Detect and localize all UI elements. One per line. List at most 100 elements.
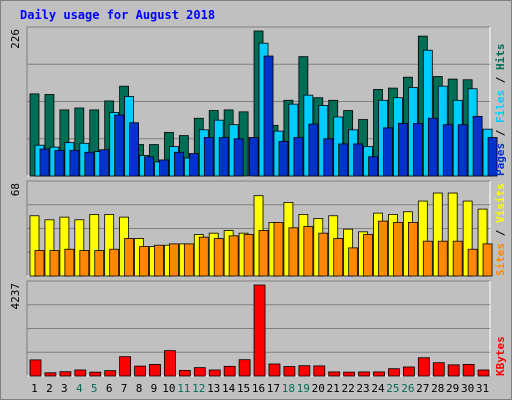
x-tick-label: 29: [446, 382, 459, 395]
x-tick-label: 21: [327, 382, 340, 395]
bar: [432, 362, 445, 377]
x-tick-label: 18: [282, 382, 295, 395]
bar: [223, 365, 236, 377]
bar: [457, 124, 468, 177]
x-tick-label: 7: [121, 382, 128, 395]
bar: [109, 248, 120, 277]
series-visits: [29, 192, 488, 277]
y-axis-legend: KBytes: [494, 336, 507, 376]
bar: [402, 366, 415, 377]
bar: [283, 366, 296, 377]
x-tick-label: 11: [177, 382, 190, 395]
bar: [477, 369, 490, 377]
bar: [447, 192, 458, 277]
bar: [452, 240, 463, 277]
x-tick-label: 19: [297, 382, 310, 395]
bar: [74, 219, 85, 277]
bar: [59, 371, 72, 377]
bar: [159, 159, 169, 177]
bar: [258, 230, 269, 277]
bar: [348, 247, 359, 277]
bar: [174, 151, 184, 177]
bar: [288, 227, 299, 277]
bar: [134, 365, 146, 377]
bar: [124, 238, 135, 277]
bar: [328, 371, 341, 377]
bar: [472, 115, 483, 177]
x-tick-label: 6: [106, 382, 113, 395]
bar: [149, 364, 161, 377]
bar: [308, 123, 319, 177]
x-tick-label: 14: [222, 382, 236, 395]
legend-entry: Sites: [494, 243, 507, 276]
x-tick-label: 4: [76, 382, 83, 395]
x-tick-label: 5: [91, 382, 98, 395]
bar: [407, 222, 418, 277]
bar: [34, 250, 45, 277]
bar: [238, 359, 251, 377]
panel-0: 226 Pages / Files / Hits: [9, 26, 507, 177]
bar: [388, 368, 400, 377]
bar: [447, 364, 460, 377]
bar: [79, 250, 90, 277]
bar: [74, 369, 87, 377]
panel-1: 68 Sites / Visits: [9, 180, 507, 277]
series-pages: [39, 55, 498, 177]
bar: [432, 192, 443, 277]
bar: [114, 114, 125, 177]
bar: [213, 238, 224, 277]
bar: [248, 137, 259, 177]
x-tick-label: 27: [416, 382, 429, 395]
legend-entry: Files: [494, 90, 507, 123]
legend-separator: /: [494, 123, 507, 143]
bar: [268, 363, 281, 377]
y-axis-legend: Pages / Files / Hits: [494, 44, 507, 177]
bar: [164, 350, 176, 377]
x-tick-label: 12: [192, 382, 205, 395]
series-sites: [34, 220, 493, 277]
bar: [278, 140, 289, 177]
bar: [44, 372, 57, 377]
x-tick-label: 22: [341, 382, 354, 395]
bar: [477, 208, 488, 277]
bar: [218, 137, 229, 177]
bar: [49, 250, 60, 277]
bar: [54, 149, 65, 177]
bar: [29, 93, 40, 177]
x-tick-label: 9: [151, 382, 158, 395]
bar: [119, 356, 132, 377]
bar: [373, 371, 385, 377]
x-tick-label: 31: [476, 382, 489, 395]
y-max-label: 226: [9, 29, 22, 49]
bar: [293, 137, 304, 177]
bar: [183, 243, 194, 277]
x-tick-label: 15: [237, 382, 250, 395]
bar: [208, 369, 221, 377]
x-tick-label: 3: [61, 382, 68, 395]
bar: [198, 236, 209, 277]
legend-separator: /: [494, 70, 507, 90]
bar: [94, 250, 105, 277]
bar: [393, 222, 403, 277]
bar: [298, 365, 311, 377]
bar: [99, 149, 110, 177]
bar: [64, 248, 75, 277]
bar: [89, 109, 100, 177]
bar: [178, 370, 191, 377]
series-kbytes: [29, 284, 490, 377]
bar: [59, 216, 70, 277]
bar: [104, 214, 115, 277]
legend-entry: KBytes: [494, 336, 507, 376]
bar: [442, 124, 453, 177]
bar: [144, 156, 154, 177]
bar: [139, 246, 149, 277]
x-tick-label: 13: [207, 382, 220, 395]
x-tick-label: 23: [356, 382, 369, 395]
bar: [89, 214, 100, 277]
bar: [104, 370, 117, 377]
bar: [44, 94, 55, 177]
x-tick-label: 8: [136, 382, 143, 395]
bar: [243, 234, 254, 277]
bar: [69, 149, 80, 177]
bar: [353, 143, 364, 177]
